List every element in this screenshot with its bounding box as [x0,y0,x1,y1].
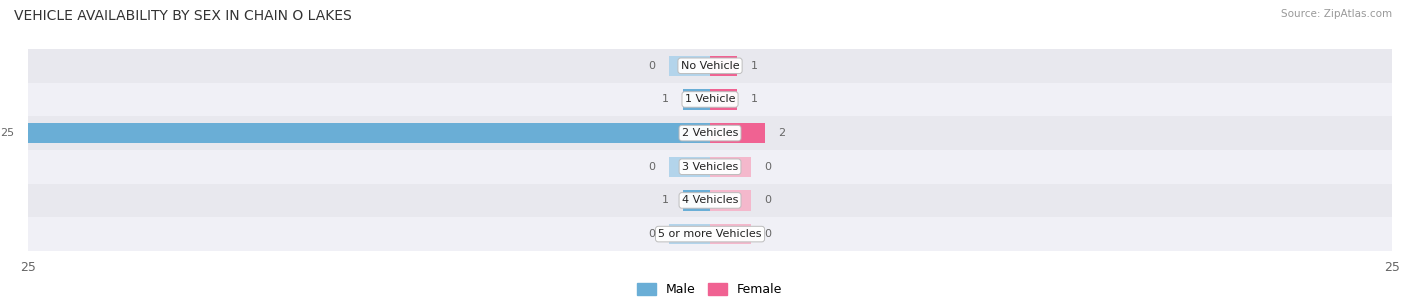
Text: 0: 0 [765,229,772,239]
Bar [28,123,710,143]
Legend: Male, Female: Male, Female [633,278,787,301]
Text: 0: 0 [765,196,772,205]
Text: 2: 2 [779,128,786,138]
Text: 0: 0 [648,61,655,71]
Bar [28,49,1392,83]
Bar [28,150,1392,184]
Bar [710,123,765,143]
Text: 3 Vehicles: 3 Vehicles [682,162,738,172]
Bar [669,157,710,177]
Text: 1: 1 [662,95,669,104]
Text: 1 Vehicle: 1 Vehicle [685,95,735,104]
Text: 1: 1 [751,61,758,71]
Bar [710,224,751,244]
Bar [710,89,737,110]
Bar [28,184,1392,217]
Text: VEHICLE AVAILABILITY BY SEX IN CHAIN O LAKES: VEHICLE AVAILABILITY BY SEX IN CHAIN O L… [14,9,352,23]
Bar [710,190,751,211]
Text: 2 Vehicles: 2 Vehicles [682,128,738,138]
Bar [28,217,1392,251]
Bar [669,224,710,244]
Text: 25: 25 [0,128,14,138]
Text: 0: 0 [648,229,655,239]
Bar [683,190,710,211]
Text: 4 Vehicles: 4 Vehicles [682,196,738,205]
Bar [669,56,710,76]
Text: 5 or more Vehicles: 5 or more Vehicles [658,229,762,239]
Bar [28,116,1392,150]
Text: 0: 0 [765,162,772,172]
Text: Source: ZipAtlas.com: Source: ZipAtlas.com [1281,9,1392,19]
Bar [710,157,751,177]
Bar [710,56,737,76]
Text: 0: 0 [648,162,655,172]
Text: 1: 1 [662,196,669,205]
Bar [28,83,1392,116]
Text: 1: 1 [751,95,758,104]
Bar [683,89,710,110]
Text: No Vehicle: No Vehicle [681,61,740,71]
